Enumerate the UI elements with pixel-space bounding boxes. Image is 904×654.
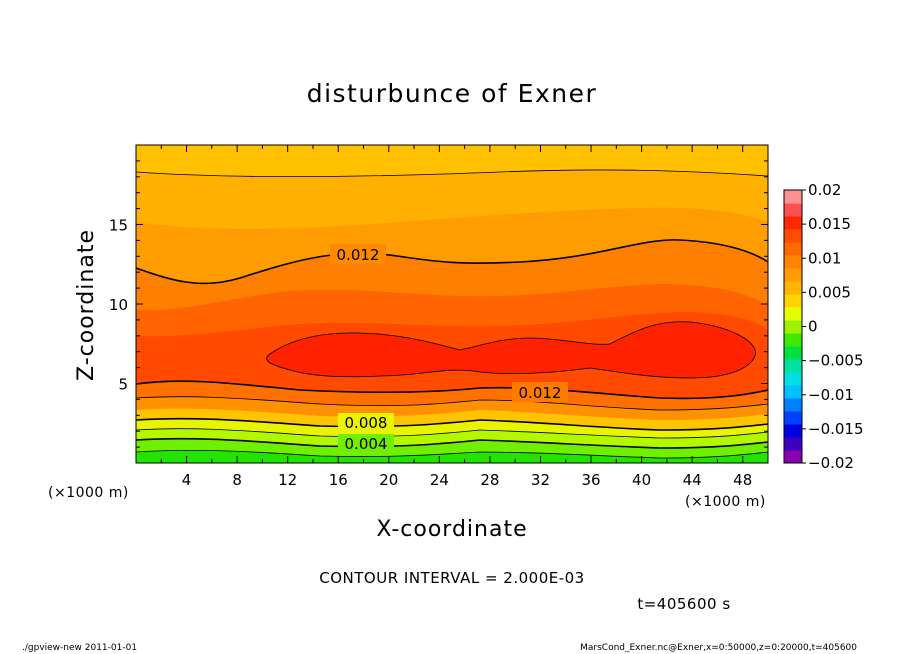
colorbar-swatch — [784, 424, 802, 438]
colorbar-tick-label: 0 — [808, 318, 818, 336]
colorbar-swatch — [784, 268, 802, 282]
contour-line-006 — [136, 428, 768, 439]
colorbar-swatch — [784, 203, 802, 217]
x-tick-label: 28 — [480, 471, 499, 489]
y-tick-label: 15 — [109, 217, 128, 235]
x-tick-label: 12 — [278, 471, 297, 489]
colorbar-tick-label: 0.01 — [808, 249, 841, 267]
contour-field: 0.012 0.012 0.008 0.004 — [136, 145, 768, 463]
x-axis-title: X-coordinate — [376, 517, 527, 542]
x-tick-label: 36 — [581, 471, 600, 489]
field-band-002 — [136, 450, 768, 463]
contour-line-012-lower — [136, 380, 768, 400]
colorbar-swatch — [784, 437, 802, 451]
contour-line-004 — [136, 437, 768, 449]
x-tick-label: 48 — [733, 471, 752, 489]
contour-line-002 — [136, 449, 768, 459]
colorbar-swatch — [784, 307, 802, 321]
x-tick-label: 4 — [182, 471, 192, 489]
contour-line-010 — [136, 396, 768, 411]
x-tick-label: 8 — [232, 471, 242, 489]
y-axis-ticks: 5 10 15 — [109, 160, 768, 448]
colorbar-tick-label: −0.005 — [808, 352, 864, 370]
field-core-max — [266, 321, 756, 378]
y-tick-label: 5 — [118, 376, 128, 394]
colorbar-ticks: 0.02 0.015 0.01 0.005 0 −0.005 −0.01 −0.015 −0.0… — [802, 181, 864, 472]
contour-line-core — [266, 321, 756, 379]
colorbar-swatch — [784, 294, 802, 308]
footer-left: ./gpview-new 2011-01-01 — [22, 643, 137, 653]
x-tick-label: 20 — [379, 471, 398, 489]
contour-label-bg — [330, 244, 386, 264]
colorbar-swatch — [784, 229, 802, 243]
contour-label-012-lower: 0.012 — [519, 384, 562, 402]
colorbar-swatch — [784, 255, 802, 269]
contour-label-bg — [338, 413, 394, 431]
contour-labels: 0.012 0.012 0.008 0.004 — [330, 244, 568, 453]
colorbar-tick-label: 0.005 — [808, 283, 851, 301]
colorbar-swatch — [784, 346, 802, 360]
colorbar-swatch — [784, 281, 802, 295]
colorbar — [783, 189, 803, 464]
chart-title: disturbunce of Exner — [307, 79, 598, 108]
contour-interval-note: CONTOUR INTERVAL = 2.000E-03 — [319, 569, 584, 587]
colorbar-tick-label: 0.02 — [808, 181, 841, 199]
colorbar-swatch — [784, 242, 802, 256]
x-tick-label: 44 — [683, 471, 702, 489]
y-axis-title: Z-coordinate — [74, 229, 99, 381]
contour-label-012-upper: 0.012 — [337, 246, 380, 264]
colorbar-swatch — [784, 398, 802, 412]
colorbar-swatch — [784, 190, 802, 204]
colorbar-swatch — [784, 411, 802, 425]
x-tick-label: 24 — [430, 471, 449, 489]
contour-line-012-upper — [136, 239, 768, 285]
colorbar-swatch — [784, 450, 802, 464]
contour-label-bg — [512, 382, 568, 402]
contour-line-008 — [136, 417, 768, 431]
colorbar-tick-label: −0.01 — [808, 386, 854, 404]
colorbar-swatch — [784, 359, 802, 373]
contour-label-004: 0.004 — [345, 435, 388, 453]
y-axis-unit: (×1000 m) — [48, 485, 129, 501]
x-tick-label: 32 — [531, 471, 550, 489]
time-note: t=405600 s — [637, 595, 730, 613]
colorbar-tick-label: 0.015 — [808, 215, 851, 233]
colorbar-swatch — [784, 216, 802, 230]
x-axis-unit: (×1000 m) — [685, 494, 766, 510]
contour-lines — [136, 169, 768, 459]
contour-label-008: 0.008 — [345, 414, 388, 432]
contour-line-top — [136, 169, 768, 178]
colorbar-swatch — [784, 320, 802, 334]
colorbar-swatch — [784, 385, 802, 399]
colorbar-tick-label: −0.015 — [808, 420, 864, 438]
colorbar-swatch — [784, 372, 802, 386]
y-tick-label: 10 — [109, 296, 128, 314]
x-tick-label: 16 — [329, 471, 348, 489]
footer-right: MarsCond_Exner.nc@Exner,x=0:50000,z=0:20… — [580, 643, 857, 653]
x-axis-ticks: 4 8 12 16 20 24 28 32 36 40 44 48 — [160, 145, 752, 489]
x-tick-label: 40 — [632, 471, 651, 489]
contour-label-bg — [338, 434, 394, 452]
colorbar-tick-label: −0.02 — [808, 454, 854, 472]
colorbar-swatch — [784, 333, 802, 347]
